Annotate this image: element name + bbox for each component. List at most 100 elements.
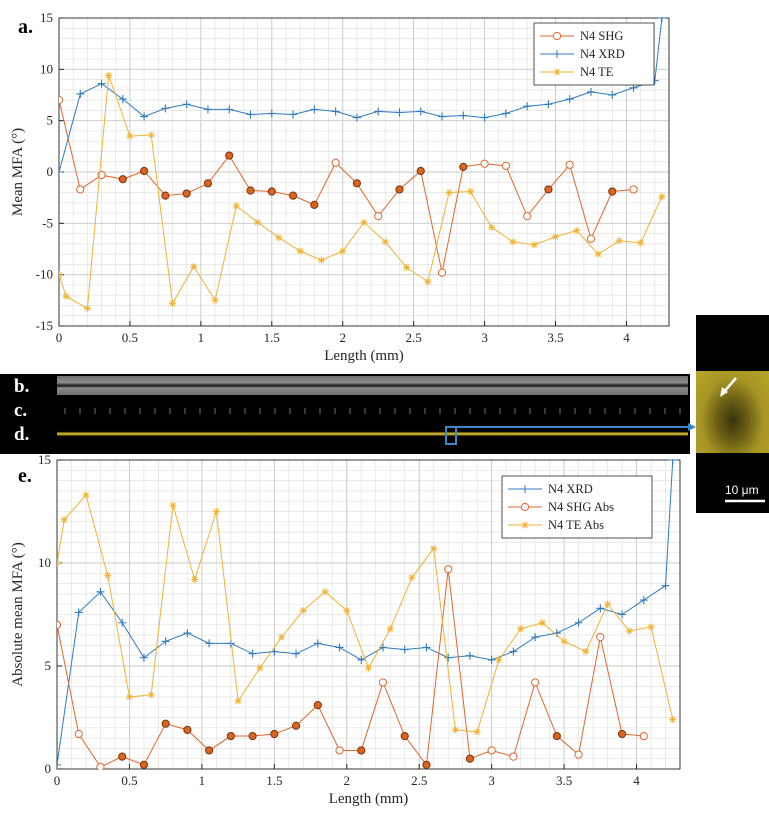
data-point xyxy=(480,113,489,122)
data-point xyxy=(400,645,409,654)
panel-letter-b: b. xyxy=(14,376,30,397)
series-line xyxy=(59,75,663,310)
zoom-callout-box xyxy=(445,426,457,445)
x-tick-label: 2.5 xyxy=(406,330,422,345)
data-point xyxy=(203,179,213,188)
axes-frame xyxy=(56,459,681,770)
data-point xyxy=(657,17,666,22)
data-point xyxy=(416,166,425,176)
data-point xyxy=(360,218,368,226)
data-point xyxy=(574,750,583,759)
data-point xyxy=(530,241,538,249)
data-point xyxy=(617,729,627,739)
inset-fiber-region xyxy=(696,371,769,453)
data-point xyxy=(161,719,170,728)
legend-marker xyxy=(553,50,561,58)
data-point xyxy=(639,731,648,741)
data-point xyxy=(161,191,170,200)
legend-marker xyxy=(520,502,530,512)
data-point xyxy=(62,292,70,300)
data-point xyxy=(147,691,155,699)
legend-label: N4 SHG Abs xyxy=(548,500,614,514)
x-tick-label: 0 xyxy=(56,330,63,345)
data-point xyxy=(509,752,518,761)
data-point xyxy=(126,132,134,140)
plot-area xyxy=(59,17,666,313)
data-point xyxy=(321,588,329,596)
chart-mean-mfa: 0 0.5 1 1.5 2 2.5 3 3.5 4 -15 -10 -5 0 5 10 15 Length (m… xyxy=(10,10,670,364)
data-point xyxy=(374,107,383,116)
data-point xyxy=(517,625,525,633)
data-point xyxy=(604,600,612,608)
data-point xyxy=(234,697,242,705)
data-point xyxy=(552,731,561,741)
data-point xyxy=(408,573,416,581)
x-tick-label: 4 xyxy=(633,773,640,788)
data-point xyxy=(83,305,91,313)
data-point xyxy=(288,191,298,200)
data-point xyxy=(296,247,304,255)
zoom-inset-image xyxy=(696,315,769,513)
data-point xyxy=(661,581,670,590)
data-point xyxy=(395,185,404,194)
data-point xyxy=(225,105,234,114)
data-point xyxy=(531,633,540,642)
data-point xyxy=(139,760,149,769)
data-point xyxy=(509,647,518,656)
data-point xyxy=(335,746,344,755)
data-point xyxy=(386,625,394,633)
data-point xyxy=(451,726,459,734)
data-point xyxy=(416,107,425,116)
data-point xyxy=(225,151,234,160)
legend-marker xyxy=(552,31,562,41)
data-point xyxy=(444,565,453,574)
data-point xyxy=(495,656,503,664)
data-point xyxy=(523,102,532,111)
data-point xyxy=(254,218,262,226)
data-point xyxy=(445,189,453,197)
data-point xyxy=(161,637,170,646)
data-point xyxy=(573,227,581,235)
data-point xyxy=(76,89,85,98)
data-point xyxy=(60,516,68,524)
data-point xyxy=(82,491,90,499)
data-point xyxy=(381,238,389,246)
data-point xyxy=(669,716,677,724)
data-point xyxy=(140,166,149,176)
y-tick-label: -10 xyxy=(36,267,53,282)
data-point xyxy=(310,200,319,209)
data-point xyxy=(96,587,105,596)
data-point xyxy=(168,299,176,307)
data-point xyxy=(444,653,453,662)
data-point xyxy=(211,296,219,304)
x-tick-label: 0 xyxy=(54,773,61,788)
data-point xyxy=(618,610,627,619)
data-point xyxy=(335,643,344,652)
data-point xyxy=(248,731,257,741)
data-point xyxy=(339,247,347,255)
data-point xyxy=(97,79,106,88)
data-point xyxy=(596,604,605,613)
data-point xyxy=(267,109,276,118)
y-tick-label: 5 xyxy=(47,113,54,128)
x-tick-label: 3.5 xyxy=(556,773,572,788)
data-point xyxy=(313,701,322,710)
data-point xyxy=(465,651,474,660)
data-point xyxy=(205,746,214,755)
panel-letter-c: c. xyxy=(14,400,28,421)
data-point xyxy=(205,639,214,648)
fiber-brightfield-image xyxy=(57,376,688,395)
data-point xyxy=(74,608,83,617)
data-point xyxy=(487,655,496,664)
legend-label: N4 TE Abs xyxy=(548,518,604,532)
x-tick-label: 0.5 xyxy=(122,330,138,345)
data-point xyxy=(565,95,574,104)
y-tick-label: -15 xyxy=(36,318,53,333)
x-tick-label: 4 xyxy=(623,330,630,345)
data-point xyxy=(291,721,301,730)
data-point xyxy=(365,664,372,672)
y-tick-label: 15 xyxy=(38,452,51,467)
data-point xyxy=(544,185,553,194)
data-point xyxy=(352,179,362,188)
